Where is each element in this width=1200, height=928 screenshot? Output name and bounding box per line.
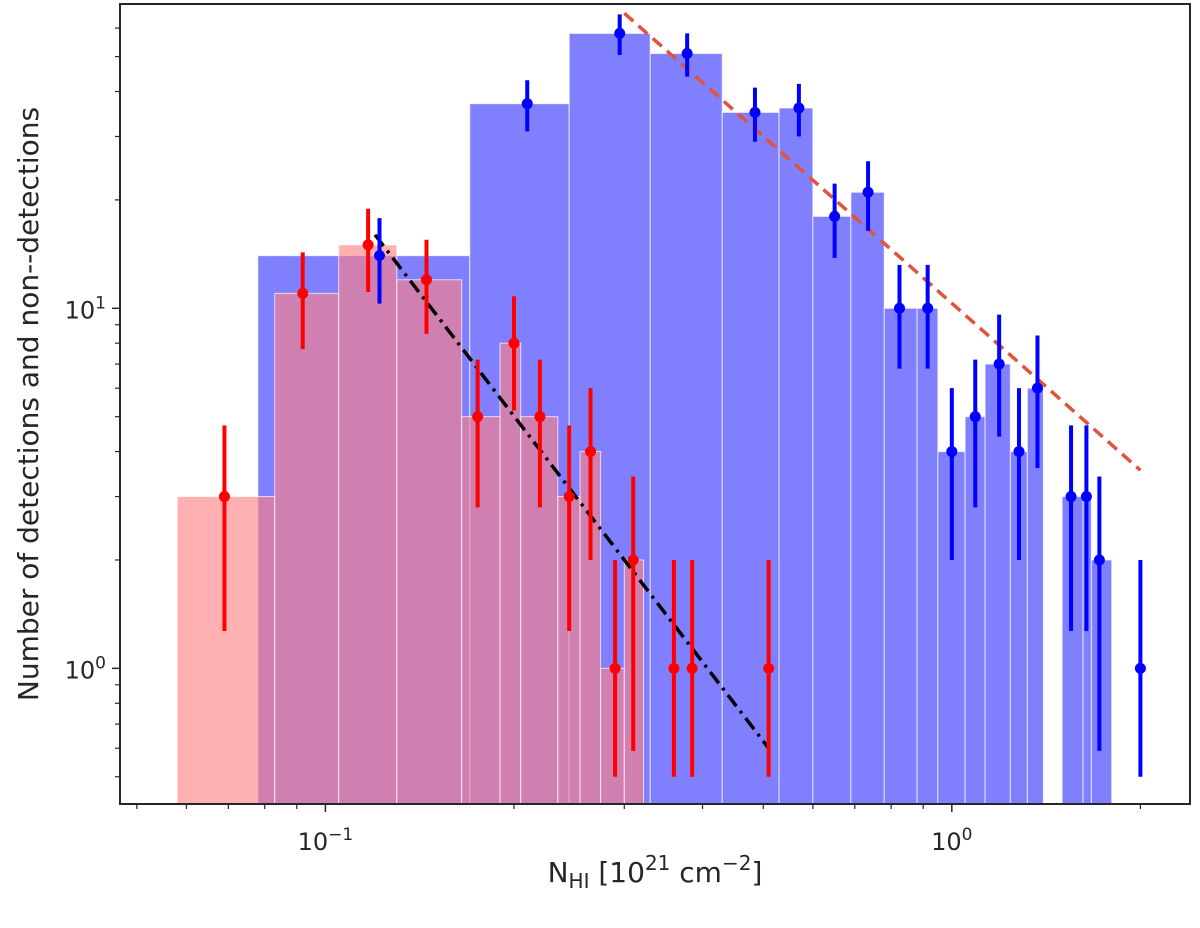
- x-tick-label-0.1: 10−1: [298, 825, 354, 856]
- non-detections-point-6: [534, 411, 546, 423]
- non-detections-bar-2: [338, 244, 398, 805]
- fit-line-non-detections: [373, 233, 771, 750]
- non-detections-point-0: [218, 491, 230, 503]
- detections-point-3: [681, 48, 693, 60]
- detections-bar-8: [883, 307, 918, 805]
- non-detections-point-10: [627, 554, 639, 566]
- x-tick-0.1-exp: −1: [328, 825, 353, 845]
- detections-bar-17: [1090, 559, 1113, 805]
- detections-point-12: [993, 358, 1005, 370]
- minor-ticks: [115, 27, 1141, 809]
- x-axis-label-exp: 21: [645, 851, 670, 875]
- x-axis-label: NHI [1021 cm−2]: [548, 851, 763, 893]
- x-tick-1-exp: 0: [962, 825, 973, 845]
- y-tick-1-exp: 0: [95, 653, 106, 673]
- detections-point-7: [862, 186, 874, 198]
- x-tick-0.1-base: 10: [298, 828, 329, 856]
- non-detections-point-2: [362, 239, 374, 251]
- detections-point-16: [1080, 491, 1092, 503]
- non-detections-error-bars: [218, 208, 775, 777]
- detections-point-15: [1065, 491, 1077, 503]
- x-tick-1-base: 10: [931, 828, 962, 856]
- fit-line-detections: [623, 11, 1142, 472]
- non-detections-point-7: [563, 491, 575, 503]
- plot-frame: [119, 3, 1191, 805]
- detections-point-0: [374, 250, 386, 262]
- detections-point-17: [1093, 554, 1105, 566]
- detections-point-11: [969, 411, 981, 423]
- x-tick-label-1: 100: [931, 825, 972, 856]
- x-axis-label-main: N: [548, 856, 569, 889]
- y-tick-label-1: 100: [65, 653, 106, 684]
- non-detections-bar-4: [461, 416, 501, 805]
- non-detections-bar-3: [396, 279, 463, 805]
- y-axis-label: Number of detections and non--detections: [12, 107, 45, 701]
- detections-bar-3: [649, 53, 723, 805]
- non-detections-point-5: [508, 337, 520, 349]
- non-detections-point-1: [297, 287, 309, 299]
- x-axis-label-bracket: [10: [589, 856, 644, 889]
- x-axis-label-unit: cm: [670, 856, 722, 889]
- y-tick-1-base: 10: [65, 656, 96, 684]
- non-detections-point-8: [585, 446, 597, 458]
- non-detections-point-9: [609, 662, 621, 674]
- fit-lines: [373, 11, 1142, 750]
- non-detections-point-12: [686, 662, 698, 674]
- major-ticks: [112, 307, 953, 812]
- non-detections-point-3: [420, 274, 432, 286]
- non-detections-point-13: [763, 662, 775, 674]
- non-detections-bar-1: [274, 292, 340, 805]
- non-detections-point-4: [472, 411, 484, 423]
- detections-point-14: [1031, 382, 1043, 394]
- detections-point-9: [922, 302, 934, 314]
- non-detections-bar-9: [600, 667, 625, 805]
- x-axis-label-close: ]: [751, 856, 762, 889]
- detections-bar-14: [1026, 387, 1044, 805]
- detections-bar-6: [812, 215, 852, 805]
- detections-point-8: [893, 302, 905, 314]
- detections-point-18: [1134, 662, 1146, 674]
- detections-error-bars: [374, 14, 1146, 777]
- y-tick-10-base: 10: [65, 296, 96, 324]
- detections-point-5: [793, 102, 805, 114]
- detections-point-13: [1013, 446, 1025, 458]
- detections-point-2: [614, 27, 626, 39]
- y-tick-10-exp: 1: [95, 293, 106, 313]
- detections-point-6: [829, 210, 841, 222]
- detections-bar-5: [778, 107, 814, 805]
- detections-bar-7: [850, 191, 885, 805]
- non-detections-point-11: [668, 662, 680, 674]
- x-axis-label-unit-exp: −2: [722, 851, 751, 875]
- detections-point-10: [946, 446, 958, 458]
- detections-point-4: [749, 106, 761, 118]
- detections-bar-9: [916, 307, 939, 805]
- x-axis-label-sub: HI: [569, 869, 590, 893]
- y-tick-label-10: 101: [65, 293, 106, 324]
- detections-point-1: [521, 98, 533, 110]
